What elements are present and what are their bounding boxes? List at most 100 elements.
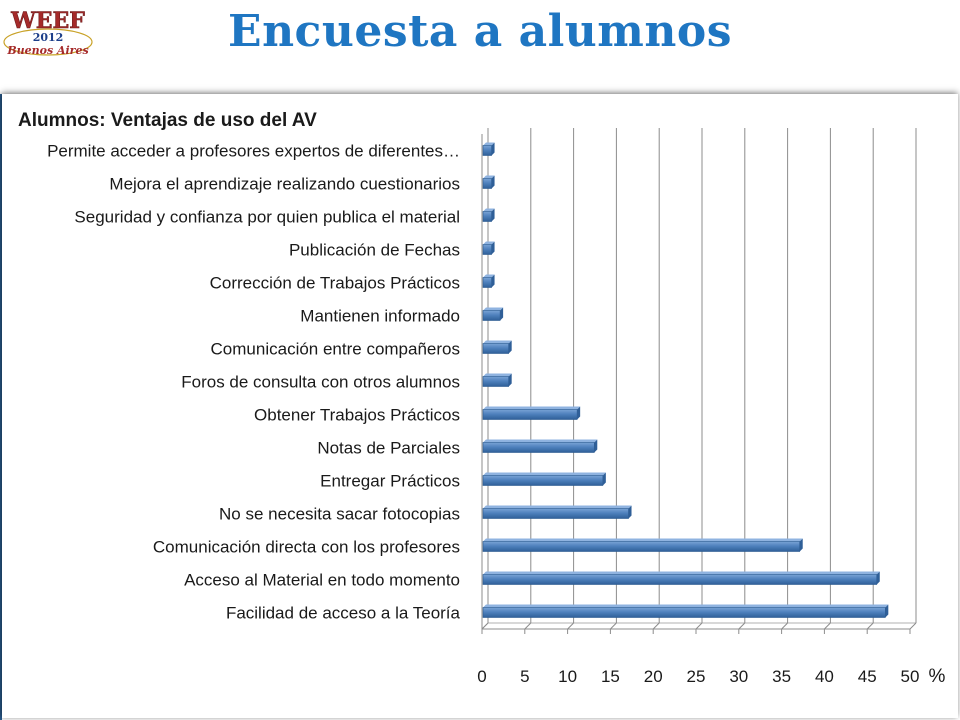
bar-end-face [799,538,803,552]
bar [482,472,606,486]
bar-top-face [483,538,803,542]
bar-top-face [483,175,495,179]
bar-front-face [482,244,492,255]
x-tick-label: 10 [558,667,577,686]
slide-left-border [0,94,2,720]
chart-title: Alumnos: Ventajas de uso del AV [18,110,317,131]
bar-top-face [483,439,598,443]
x-tick-label: 45 [858,667,877,686]
x-tick-label: 0 [477,667,486,686]
category-label: No se necesita sacar fotocopias [219,505,460,524]
tick-label-layer: 0 5 10 15 20 25 30 35 40 45 50 [477,667,919,686]
category-label: Acceso al Material en todo momento [184,571,460,590]
logo-line1: WEEF [10,8,85,34]
bar-front-face [482,475,604,486]
x-tick-label: 25 [687,667,706,686]
gridline-depth [909,622,917,630]
x-tick-label: 30 [729,667,748,686]
category-label: Mantienen informado [300,307,460,326]
category-label-layer: Permite acceder a profesores expertos de… [47,142,460,623]
bar-top-face [483,373,512,377]
category-label: Entregar Prácticos [320,472,460,491]
bar [482,604,889,618]
category-label: Mejora el aprendizaje realizando cuestio… [109,175,460,194]
bar [482,307,504,321]
gridline-depth [481,622,489,630]
bar [482,373,512,387]
bar [482,142,495,156]
bar-end-face [500,307,504,321]
bar-end-face [491,142,495,156]
category-label: Corrección de Trabajos Prácticos [210,274,460,293]
x-tick-label: 5 [520,667,529,686]
bar-end-face [491,274,495,288]
bar-front-face [482,277,492,288]
bar-end-face [491,241,495,255]
bar-end-face [628,505,632,519]
bar-end-face [602,472,606,486]
category-label: Seguridad y confianza por quien publica … [74,208,460,227]
bar-top-face [483,406,581,410]
bar-end-face [594,439,598,453]
bar-end-face [508,340,512,354]
bar [482,439,598,453]
gridline-depth [824,622,831,630]
gridline-depth [781,622,788,630]
bar-front-face [482,442,595,453]
bar-front-face [482,376,509,387]
category-label: Notas de Parciales [317,439,460,458]
weef-logo: WEEF 2012 Buenos Aires [3,8,93,57]
x-tick-label: 20 [644,667,663,686]
gridline-depth [738,622,746,630]
bar-front-face [482,607,886,618]
bar [482,208,495,222]
bar [482,340,512,354]
category-label: Publicación de Fechas [289,241,460,260]
bar-end-face [508,373,512,387]
bar-top-face [483,274,495,278]
bar-front-face [482,343,509,354]
x-tick-label: 50 [901,667,920,686]
bar [482,175,495,189]
bar-layer [482,142,889,618]
x-axis-unit-label: % [929,666,946,687]
x-tick-label: 35 [772,667,791,686]
bar-end-face [491,175,495,189]
bar-top-face [483,472,606,476]
bar-top-face [483,505,632,509]
bar-top-face [483,340,512,344]
gridline-depth [866,622,874,630]
bar-front-face [482,574,878,585]
bar-front-face [482,310,501,321]
bar-front-face [482,541,801,552]
gridline-depth [567,622,574,630]
gridline-depth [652,622,660,630]
category-label: Comunicación entre compañeros [211,340,460,359]
bar-front-face [482,178,492,189]
logo-line2: 2012 [33,31,64,44]
bar-chart: Permite acceder a profesores expertos de… [18,110,946,687]
bar-top-face [483,208,495,212]
bar [482,538,803,552]
bar-top-face [483,307,504,311]
category-label: Permite acceder a profesores expertos de… [47,142,460,161]
grid-layer [481,128,917,634]
category-label: Comunicación directa con los profesores [153,538,460,557]
bar-end-face [491,208,495,222]
bar-front-face [482,211,492,222]
x-tick-label: 40 [815,667,834,686]
bar-front-face [482,409,578,420]
category-label: Foros de consulta con otros alumnos [181,373,460,392]
bar [482,274,495,288]
category-label: Obtener Trabajos Prácticos [254,406,460,425]
x-tick-label: 15 [601,667,620,686]
bar [482,571,880,585]
bar [482,505,632,519]
chart-frame: Permite acceder a profesores expertos de… [2,94,958,718]
bar-end-face [876,571,880,585]
logo-line3: Buenos Aires [6,44,88,57]
bar-top-face [483,142,495,146]
bar-end-face [577,406,581,420]
bar [482,241,495,255]
bar-front-face [482,145,492,156]
